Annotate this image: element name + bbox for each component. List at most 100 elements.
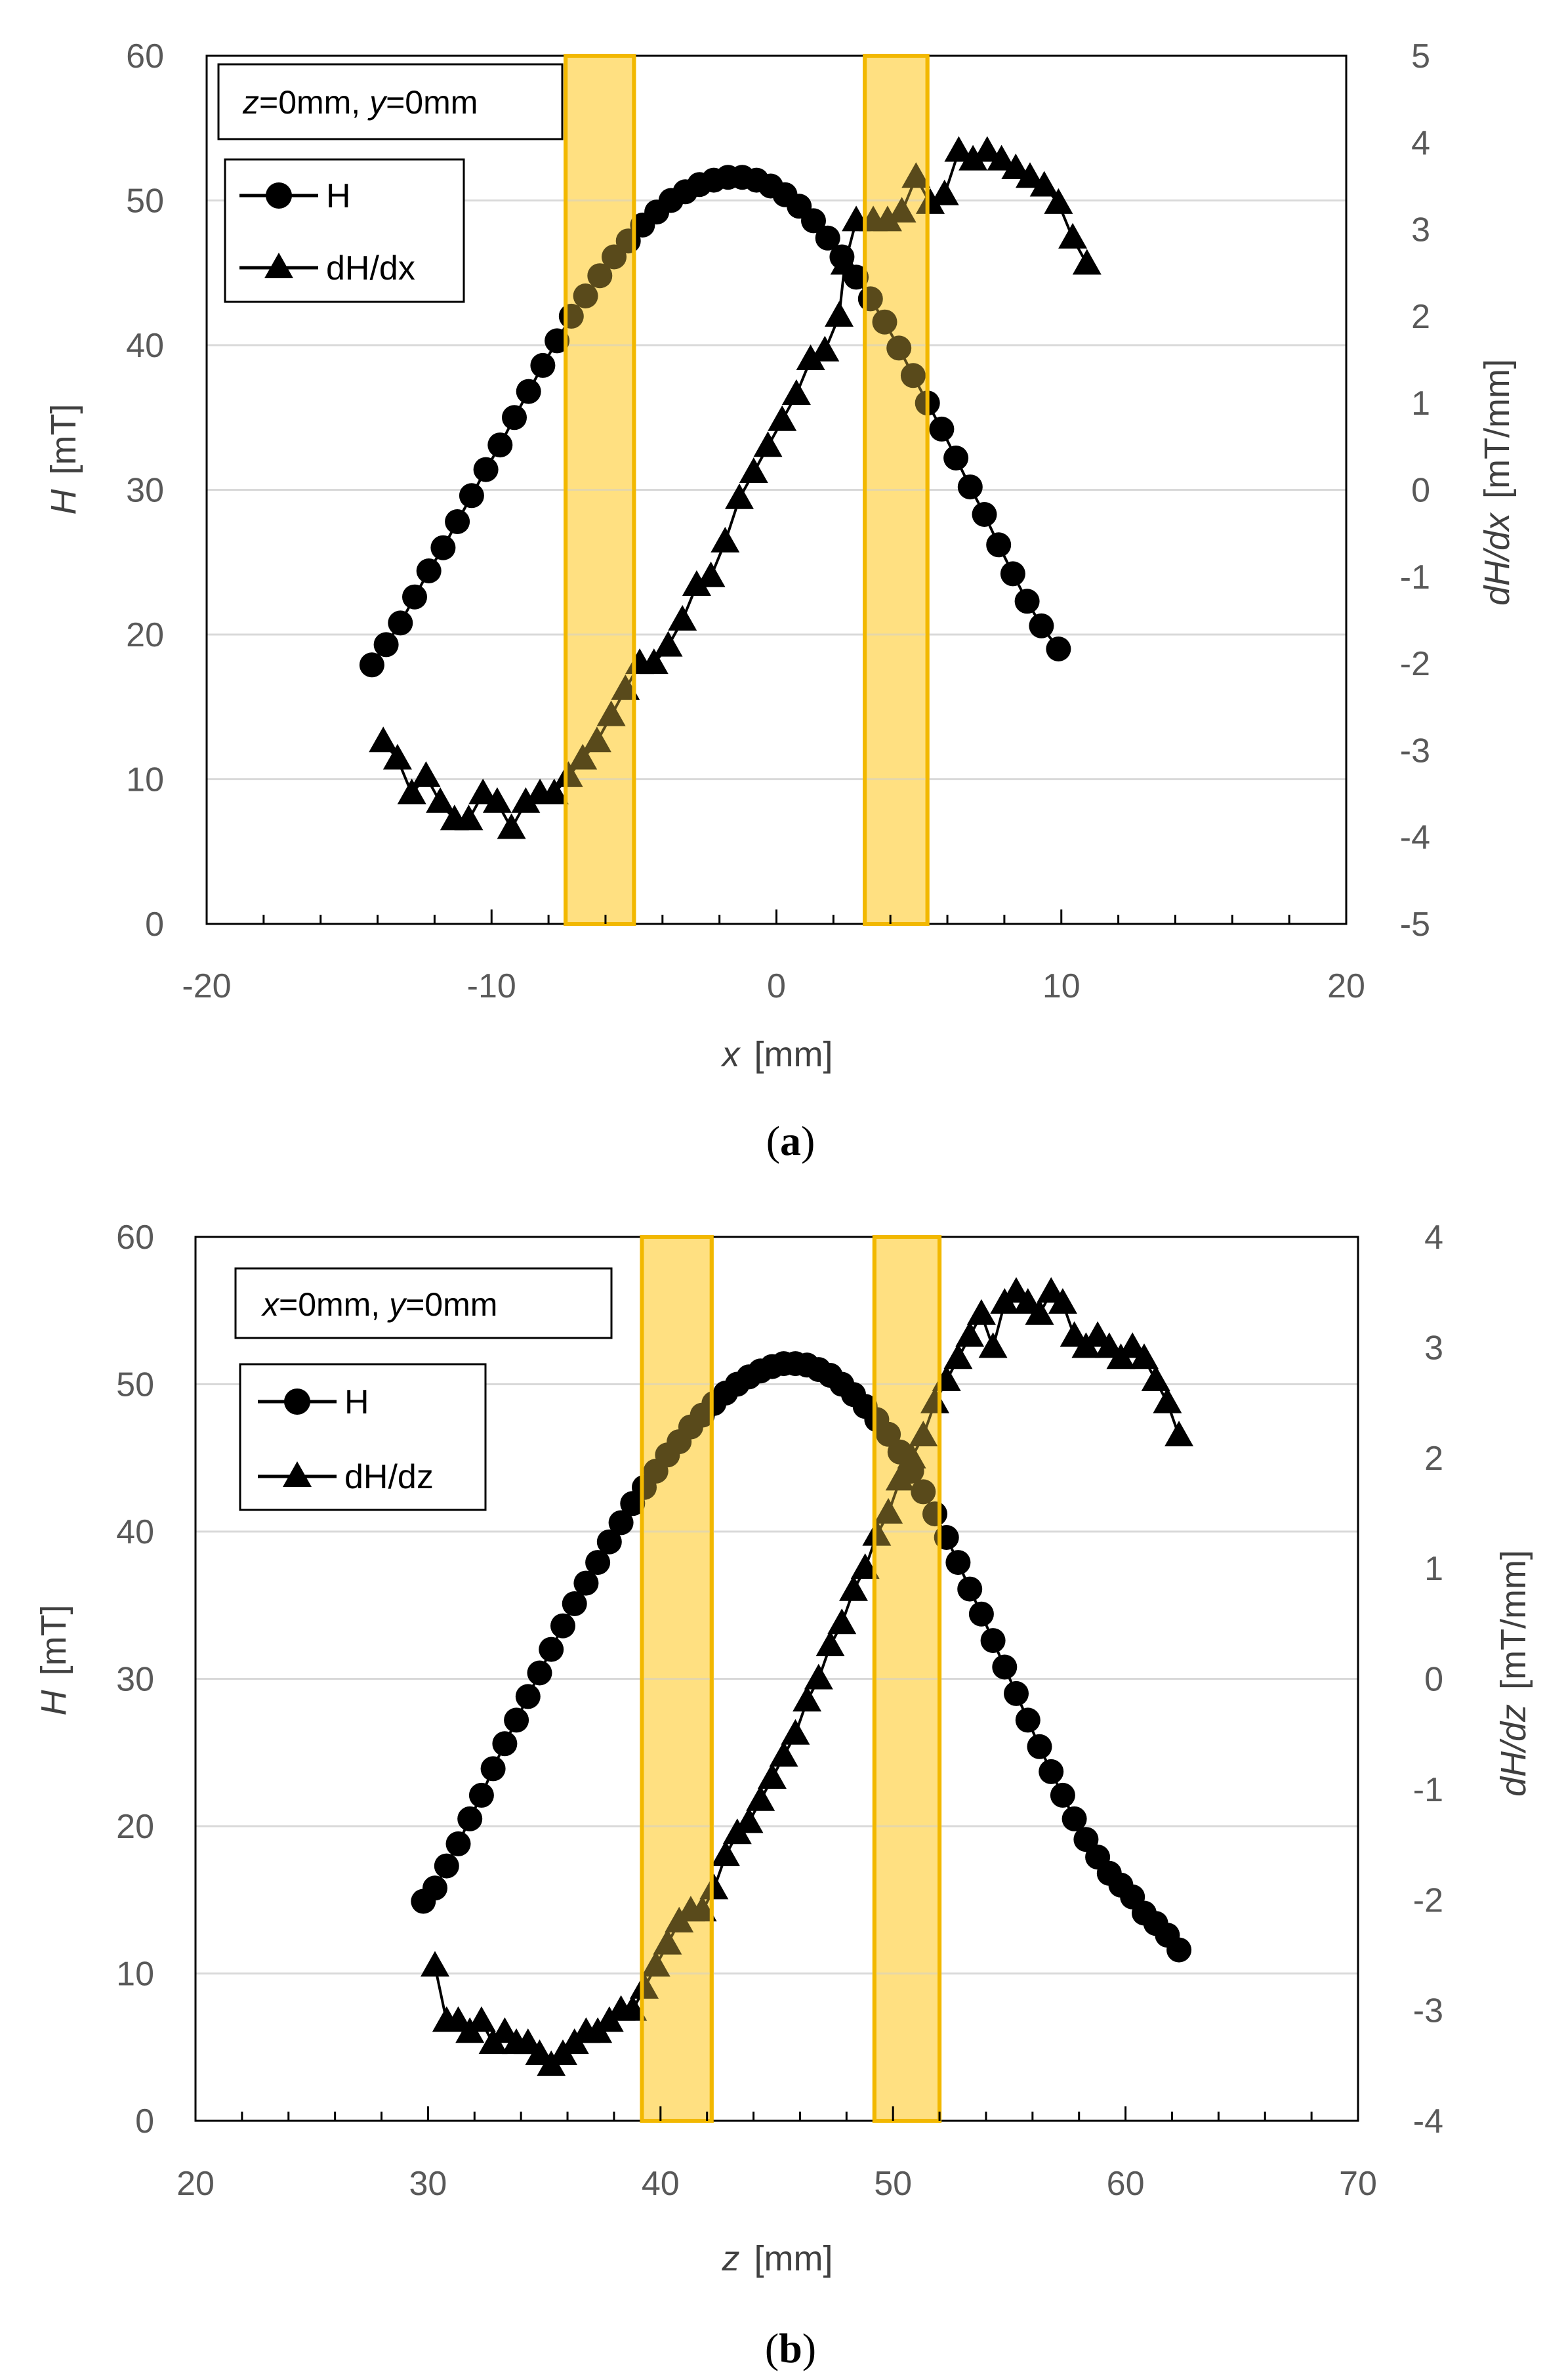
y2-tick-label-b-4: 0	[1424, 1661, 1443, 1699]
annotation-text-b: x=0mm, y=0mm	[261, 1286, 497, 1323]
point-dh-a-4	[426, 787, 455, 813]
y-tick-label-b-2: 20	[116, 1808, 154, 1846]
point-dh-b-29	[757, 1763, 787, 1789]
y-tick-label-b-3: 30	[116, 1661, 154, 1699]
point-dh-a-39	[916, 188, 945, 214]
point-dh-a-32	[825, 301, 854, 327]
point-h-a-4	[416, 558, 442, 583]
y-tick-label-b-4: 40	[116, 1513, 154, 1551]
panel-label-letter-b: b	[779, 2325, 802, 2371]
y2-tick-label-a-4: -1	[1400, 558, 1430, 596]
point-h-b-17	[608, 1510, 634, 1535]
legend-label-dh-a: dH/dx	[326, 249, 415, 287]
point-dh-b-35	[827, 1608, 857, 1635]
point-h-a-5	[430, 535, 456, 560]
point-h-b-51	[1004, 1681, 1029, 1706]
annotation-box-b	[234, 1267, 613, 1339]
point-dh-a-48	[1044, 188, 1073, 214]
y-tick-label-a-3: 30	[126, 472, 164, 510]
point-dh-b-4	[466, 2006, 496, 2032]
point-dh-b-25	[711, 1840, 740, 1866]
point-h-b-47	[957, 1576, 983, 1602]
point-dh-a-28	[768, 405, 797, 431]
point-dh-a-7	[468, 778, 498, 804]
point-dh-a-21	[668, 605, 697, 631]
point-dh-a-0	[369, 726, 398, 753]
point-dh-a-8	[482, 787, 512, 813]
point-dh-a-3	[411, 761, 441, 787]
panel-label-letter-a: a	[780, 1117, 801, 1164]
point-dh-a-14	[568, 743, 598, 770]
point-dh-a-50	[1072, 249, 1102, 275]
point-h-a-1	[373, 632, 399, 658]
panel-label-a: (a)	[766, 1117, 815, 1164]
point-dh-b-20	[653, 1929, 682, 1955]
point-h-b-54	[1039, 1759, 1064, 1784]
point-dh-b-64	[1164, 1421, 1194, 1447]
point-h-a-38	[900, 363, 926, 388]
y2-tick-label-b-5: 1	[1424, 1550, 1443, 1588]
x-axis-unit-a: [mm]	[754, 1035, 833, 1074]
annotation-val2-a: =0mm	[386, 84, 478, 121]
annotation-val1-b: =0mm,	[279, 1286, 389, 1323]
point-h-a-16	[587, 263, 613, 289]
point-dh-a-38	[901, 162, 931, 188]
point-dh-a-41	[944, 136, 974, 162]
point-dh-a-23	[696, 561, 726, 587]
legend-a: H dH/dx	[224, 158, 465, 303]
point-dh-b-54	[1048, 1288, 1077, 1314]
point-h-a-40	[929, 416, 955, 442]
point-h-a-8	[473, 457, 499, 482]
annotation-var2-a: y	[367, 84, 388, 121]
point-dh-b-18	[630, 1973, 659, 1999]
y-tick-label-a-5: 50	[126, 182, 164, 220]
y-axis-title-b: H [mT]	[34, 1605, 73, 1716]
point-dh-b-45	[943, 1343, 973, 1369]
point-dh-b-47	[966, 1299, 996, 1325]
point-dh-a-16	[596, 700, 626, 726]
point-dh-b-31	[781, 1719, 810, 1745]
point-h-a-41	[943, 446, 969, 470]
point-dh-b-19	[641, 1951, 670, 1977]
point-dh-a-12	[539, 778, 569, 804]
y-axis-unit-a: [mT]	[44, 404, 83, 475]
legend-marker-dh-b	[283, 1461, 312, 1487]
point-h-a-48	[1046, 637, 1071, 661]
legend-label-dh-b: dH/dz	[344, 1458, 434, 1496]
x-tick-label-b-1: 30	[409, 2165, 447, 2203]
tick-marks-b	[194, 2106, 1359, 2121]
y-tick-labels-a: 0 10 20 30 40 50 60	[126, 37, 164, 944]
point-dh-b-33	[804, 1663, 833, 1690]
point-h-b-46	[945, 1550, 971, 1576]
point-h-a-13	[545, 328, 570, 354]
legend-label-h-a: H	[326, 177, 351, 215]
point-h-b-16	[596, 1529, 622, 1555]
y2-axis-title-a: dH/dx [mT/mm]	[1477, 359, 1517, 606]
x-tick-label-a-4: 20	[1327, 967, 1365, 1005]
y2-axis-title-b: dH/dz [mT/mm]	[1494, 1550, 1533, 1797]
point-h-a-7	[459, 483, 484, 509]
x-tick-label-a-0: -20	[182, 967, 231, 1005]
point-h-a-36	[872, 309, 897, 335]
x-tick-label-b-4: 60	[1107, 2165, 1145, 2203]
y-tick-label-a-4: 40	[126, 327, 164, 365]
point-dh-b-41	[897, 1442, 926, 1469]
point-h-b-1	[422, 1875, 447, 1901]
point-h-a-42	[957, 474, 983, 500]
annotation-val2-b: =0mm	[405, 1286, 497, 1323]
point-dh-a-31	[810, 335, 840, 362]
point-h-a-45	[1000, 561, 1025, 587]
annotation-text-a: z=0mm, y=0mm	[242, 84, 478, 121]
point-h-b-57	[1073, 1827, 1099, 1852]
y-tick-label-a-0: 0	[145, 906, 164, 944]
markers-b	[411, 1235, 1194, 2123]
point-h-b-5	[468, 1782, 494, 1808]
y2-tick-label-b-8: 4	[1424, 1219, 1443, 1257]
markers-a	[359, 54, 1102, 926]
point-h-b-12	[550, 1613, 575, 1639]
annotation-box-a	[217, 63, 564, 140]
point-dh-b-27	[734, 1807, 764, 1833]
point-dh-b-32	[793, 1686, 822, 1712]
point-dh-b-40	[885, 1465, 915, 1491]
point-dh-a-1	[382, 743, 412, 770]
